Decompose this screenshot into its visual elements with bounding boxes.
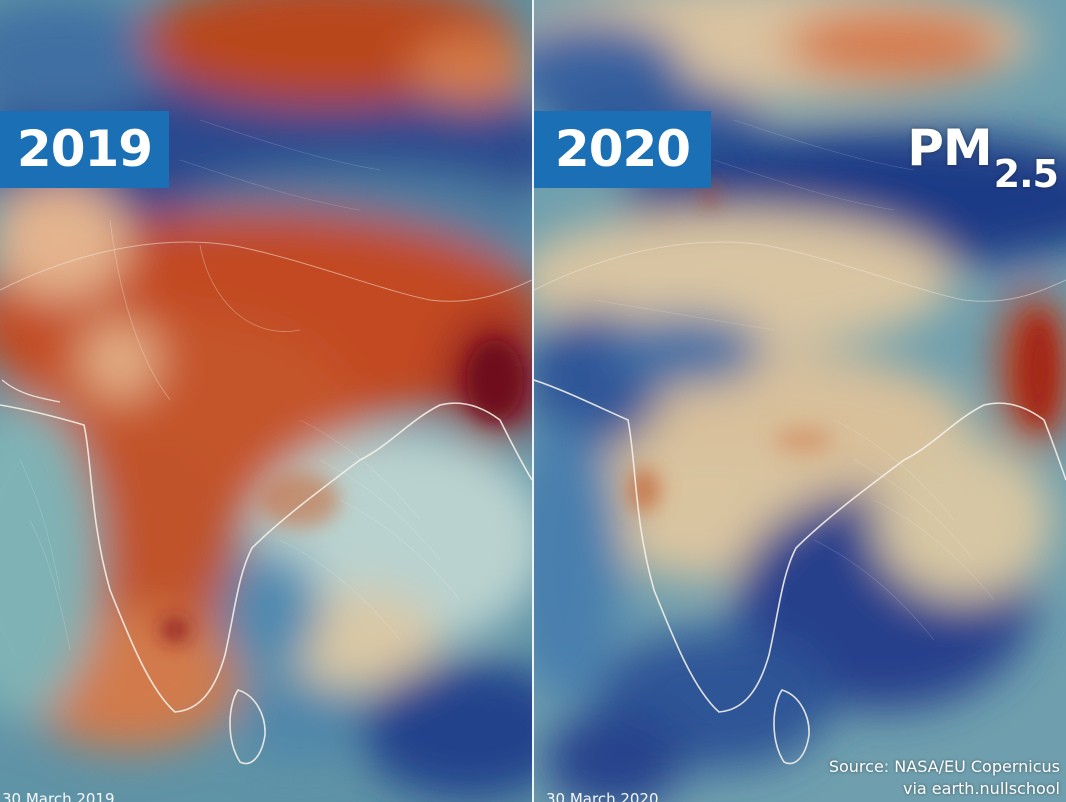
pm25-map-2019 — [0, 0, 532, 802]
year-badge-2019: 2019 — [0, 111, 169, 188]
map-panel-2019: 2019 30 March 2019 — [0, 0, 532, 802]
pollutant-subscript: 2.5 — [993, 152, 1059, 196]
date-label-2020: 30 March 2020 — [546, 790, 659, 802]
map-panel-2020: 2020 PM2.5 30 March 2020 Source: NASA/EU… — [534, 0, 1066, 802]
panel-divider — [532, 0, 534, 802]
source-line-2: via earth.nullschool — [903, 779, 1060, 798]
pm25-map-2020 — [534, 0, 1066, 802]
year-badge-2020: 2020 — [534, 111, 711, 188]
source-attribution: Source: NASA/EU Copernicus via earth.nul… — [829, 756, 1060, 800]
pollutant-base: PM — [907, 119, 992, 177]
source-line-1: Source: NASA/EU Copernicus — [828, 757, 1060, 776]
date-label-2019: 30 March 2019 — [2, 790, 115, 802]
pollutant-label: PM2.5 — [907, 118, 1059, 196]
